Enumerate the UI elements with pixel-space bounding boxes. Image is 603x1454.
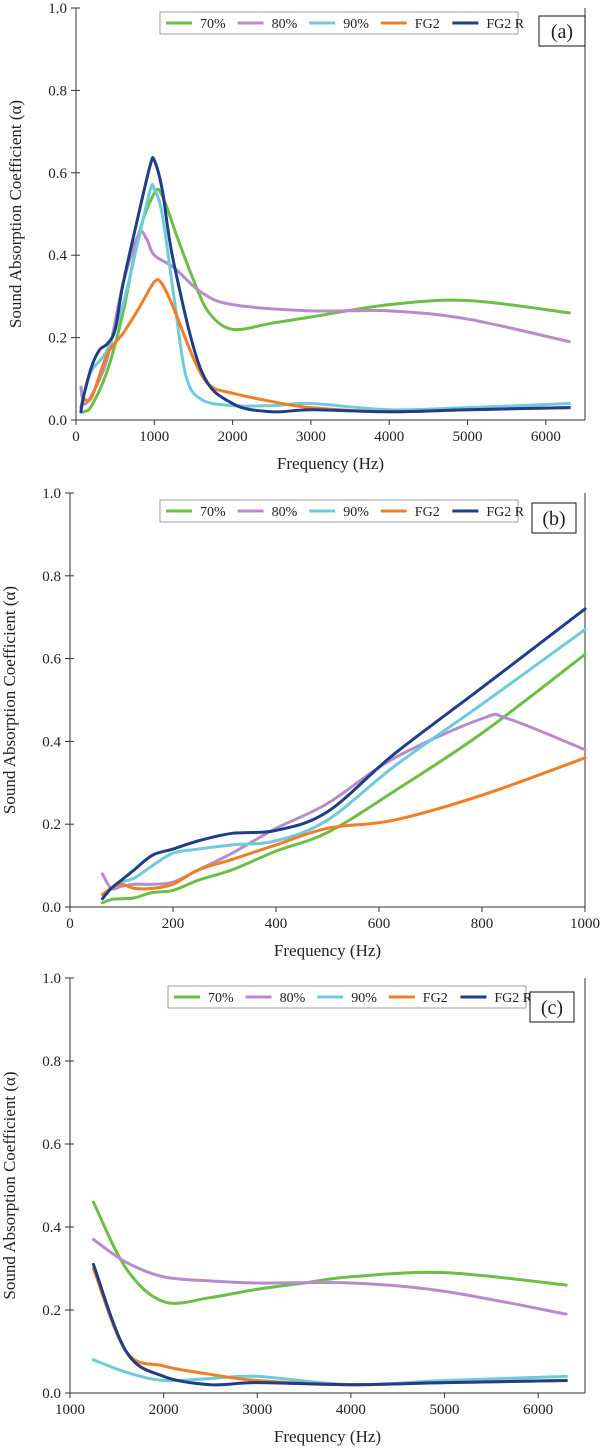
x-tick-label: 5000 — [453, 429, 483, 445]
y-tick-label: 0.8 — [48, 83, 67, 99]
panel-c: 0.0 0.2 0.4 0.6 0.8 1.0 1000 2000 3000 4000 5000 60… — [0, 971, 586, 1446]
y-tick-label: 0.6 — [48, 166, 67, 182]
legend-label: FG2 R — [486, 17, 524, 32]
legend: 70% 80% 90% FG2 FG2 R — [159, 11, 525, 35]
legend-label: 70% — [200, 17, 226, 32]
x-tick-label: 800 — [471, 916, 494, 932]
legend-label: 90% — [343, 505, 369, 520]
y-axis-label: Sound Absorption Coefficient (α) — [6, 100, 25, 328]
y-axis-label: Sound Absorption Coefficient (α) — [0, 1071, 19, 1299]
x-axis-label: Frequency (Hz) — [277, 454, 384, 473]
legend-label: 80% — [272, 17, 298, 32]
y-axis-label: Sound Absorption Coefficient (α) — [0, 586, 19, 814]
panel-label: (c) — [541, 997, 563, 1019]
series-line-90 — [91, 1358, 568, 1387]
legend: 70% 80% 90% FG2 FG2 R — [159, 499, 525, 523]
panel-label-box — [529, 991, 575, 1023]
legend-label: 80% — [272, 505, 298, 520]
series-line-80 — [79, 230, 571, 406]
legend-label: 70% — [200, 505, 226, 520]
y-tick-label: 0.8 — [42, 1054, 61, 1070]
series-line-fg2-r — [79, 156, 571, 414]
x-tick-label: 5000 — [430, 1402, 460, 1418]
panel-label: (b) — [542, 508, 565, 530]
legend-box — [167, 985, 527, 1009]
legend-label: 80% — [280, 991, 306, 1006]
y-tick-label: 0.2 — [48, 331, 67, 347]
x-axis-label: Frequency (Hz) — [274, 941, 381, 960]
x-tick-label: 2000 — [149, 1402, 179, 1418]
legend-label: FG2 — [423, 991, 448, 1006]
panel-a: 0.0 0.2 0.4 0.6 0.8 1.0 0 1000 2000 3000 4000 5000 6… — [6, 1, 586, 473]
series-line-70 — [100, 652, 587, 905]
x-tick-label: 1000 — [570, 916, 600, 932]
x-axis-label: Frequency (Hz) — [274, 1427, 381, 1446]
y-tick-label: 0.0 — [42, 1386, 61, 1402]
y-tick-label: 0.6 — [42, 1137, 61, 1153]
series-line-80 — [91, 1237, 568, 1316]
x-tick-label: 2000 — [218, 429, 248, 445]
x-tick-label: 6000 — [523, 1402, 553, 1418]
y-tick-label: 1.0 — [48, 1, 67, 17]
legend: 70% 80% 90% FG2 FG2 R — [167, 985, 533, 1009]
legend-box — [159, 499, 519, 523]
y-tick-label: 0.0 — [42, 900, 61, 916]
y-tick-label: 0.6 — [42, 652, 61, 668]
series-line-70 — [79, 187, 571, 414]
series-line-70 — [91, 1200, 568, 1305]
series-line-fg2 — [100, 756, 587, 897]
series-line-90 — [100, 628, 587, 897]
panel-label-box — [531, 502, 577, 534]
x-tick-label: 3000 — [242, 1402, 272, 1418]
legend-label: FG2 R — [494, 991, 532, 1006]
x-tick-label: 200 — [162, 916, 185, 932]
x-tick-label: 400 — [265, 916, 288, 932]
panel-label: (a) — [551, 21, 573, 43]
y-tick-label: 0.2 — [42, 817, 61, 833]
series-line-fg2 — [91, 1267, 568, 1387]
y-tick-label: 1.0 — [42, 486, 61, 502]
legend-label: 90% — [343, 17, 369, 32]
panel-b: 0.0 0.2 0.4 0.6 0.8 1.0 0 200 400 600 800 1000 Frequ… — [0, 486, 600, 960]
series-line-80 — [100, 712, 587, 891]
x-tick-label: 1000 — [55, 1402, 85, 1418]
x-tick-label: 6000 — [531, 429, 561, 445]
x-tick-label: 4000 — [336, 1402, 366, 1418]
x-tick-label: 0 — [72, 429, 80, 445]
x-tick-label: 600 — [368, 916, 391, 932]
y-tick-label: 0.0 — [48, 413, 67, 429]
x-tick-label: 3000 — [296, 429, 326, 445]
series-line-fg2 — [79, 278, 571, 414]
series-line-90 — [79, 183, 571, 412]
legend-box — [159, 11, 519, 35]
y-tick-label: 0.4 — [48, 248, 67, 264]
legend-label: FG2 R — [486, 505, 524, 520]
x-tick-label: 4000 — [374, 429, 404, 445]
y-tick-label: 1.0 — [42, 971, 61, 987]
series-line-fg2-r — [100, 607, 587, 901]
series-line-fg2-r — [91, 1262, 568, 1387]
legend-label: 70% — [208, 991, 234, 1006]
legend-label: FG2 — [415, 505, 440, 520]
x-tick-label: 1000 — [139, 429, 169, 445]
x-tick-label: 0 — [66, 916, 74, 932]
y-tick-label: 0.8 — [42, 569, 61, 585]
legend-label: 90% — [351, 991, 377, 1006]
y-tick-label: 0.4 — [42, 734, 61, 750]
y-tick-label: 0.2 — [42, 1303, 61, 1319]
legend-label: FG2 — [415, 17, 440, 32]
y-tick-label: 0.4 — [42, 1220, 61, 1236]
panel-label-box — [538, 15, 586, 47]
